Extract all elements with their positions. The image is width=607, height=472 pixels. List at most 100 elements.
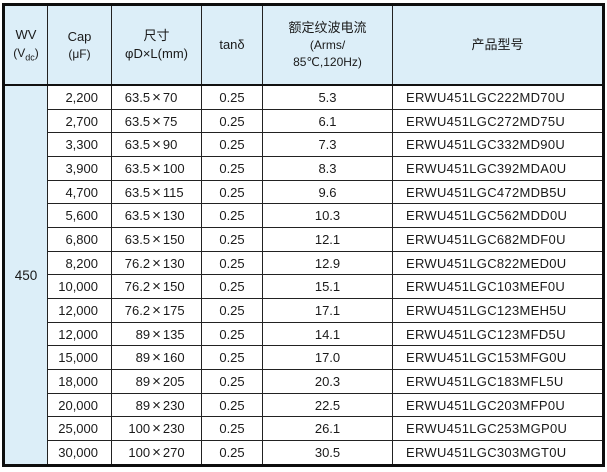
table-row: 25,000 100 × 230 0.25 26.1 ERWU451LGC253MG… [4,416,604,442]
multiply-sign: × [152,159,161,177]
cap-label: Cap [67,28,92,44]
cap-cell: 30,000 [47,440,112,466]
size-cell: 63.5 × 75 [111,108,202,134]
multiply-sign: × [152,349,161,367]
size-length: 100 [162,160,185,176]
size-length: 115 [162,184,184,200]
wv-value-cell: 450 [3,84,48,466]
capacitor-spec-table: WV (Vdc) Cap (μF) 尺寸 φD×L(mm) tanδ 额定纹波电… [2,3,605,467]
table-row: 4,700 63.5 × 115 0.25 9.6 ERWU451LGC472MDB… [4,179,604,205]
table-body: 450 2,200 63.5 × 70 0.25 5.3 ERWU451LGC222M… [3,84,604,466]
part-number-cell: ERWU451LGC123MFD5U [392,321,604,347]
table-row: 12,000 89 × 135 0.25 14.1 ERWU451LGC123MFD… [4,321,604,347]
size-diameter: 63.5 [124,208,151,224]
table-row: 5,600 63.5 × 130 0.25 10.3 ERWU451LGC562MD… [4,203,604,229]
multiply-sign: × [152,396,161,414]
size-cell: 76.2 × 175 [111,298,202,323]
multiply-sign: × [152,372,161,390]
multiply-sign: × [152,136,161,154]
ripple-current-cell: 15.1 [262,274,393,300]
table-row: 18,000 89 × 205 0.25 20.3 ERWU451LGC183MFL… [4,369,604,394]
cap-cell: 25,000 [47,416,112,442]
cap-cell: 3,900 [47,156,112,181]
size-cell: 89 × 205 [111,369,202,394]
col-header-tand: tanδ [201,4,263,86]
size-length: 70 [162,89,178,105]
ripple-current-cell: 20.3 [262,369,393,394]
ripple-current-cell: 17.0 [262,345,393,371]
ripple-current-cell: 10.3 [262,203,393,229]
table-row: 12,000 76.2 × 175 0.25 17.1 ERWU451LGC123M… [4,298,604,323]
size-diameter: 100 [128,421,151,437]
size-cell: 63.5 × 130 [111,203,202,229]
cap-cell: 3,300 [47,132,112,158]
size-diameter: 89 [135,397,151,413]
size-length: 135 [162,326,185,342]
multiply-sign: × [152,254,161,272]
ripple-current-cell: 9.6 [262,179,393,205]
tand-cell: 0.25 [201,156,263,181]
table-row: 3,300 63.5 × 90 0.25 7.3 ERWU451LGC332MD90… [4,132,604,158]
tand-cell: 0.25 [201,227,263,252]
tand-cell: 0.25 [201,416,263,442]
tand-cell: 0.25 [201,250,263,276]
table-row: 450 2,200 63.5 × 70 0.25 5.3 ERWU451LGC222M… [3,84,604,466]
part-number-cell: ERWU451LGC253MGP0U [392,416,604,442]
size-diameter: 76.2 [124,279,151,295]
tand-cell: 0.25 [201,132,263,158]
part-number-cell: ERWU451LGC103MEF0U [392,274,604,300]
wv-label: WV [15,27,37,43]
size-length: 150 [162,279,185,295]
size-diameter: 63.5 [124,89,151,105]
table-row: 30,000 100 × 270 0.25 30.5 ERWU451LGC303MG… [4,440,604,466]
part-number-cell: ERWU451LGC472MDB5U [392,179,604,205]
ripple-current-cell: 17.1 [262,298,393,323]
cap-cell: 12,000 [47,298,112,323]
multiply-sign: × [152,420,161,438]
cap-cell: 6,800 [47,227,112,252]
size-diameter: 63.5 [124,113,151,129]
size-cell: 89 × 160 [111,345,202,371]
multiply-sign: × [152,230,161,248]
size-diameter: 89 [135,326,151,342]
size-cell: 100 × 230 [111,416,202,442]
part-number-cell: ERWU451LGC303MGT0U [392,440,604,466]
multiply-sign: × [152,301,161,319]
ripple-current-cell: 30.5 [262,440,393,466]
wv-unit: (Vdc) [13,45,39,62]
multiply-sign: × [152,183,161,201]
part-number-cell: ERWU451LGC153MFG0U [392,345,604,371]
part-number-cell: ERWU451LGC123MEH5U [392,298,604,323]
tand-cell: 0.25 [201,345,263,371]
size-cell: 63.5 × 150 [111,227,202,252]
ripple-current-cell: 22.5 [262,392,393,418]
size-cell: 89 × 135 [111,321,202,347]
part-number-cell: ERWU451LGC392MDA0U [392,156,604,181]
col-header-size: 尺寸 φD×L(mm) [111,4,202,86]
tand-cell: 0.25 [201,108,263,134]
size-diameter: 89 [135,350,151,366]
ripple-unit-1: (Arms/ [309,38,346,53]
size-length: 160 [162,350,185,366]
ripple-current-cell: 26.1 [262,416,393,442]
size-length: 130 [162,208,185,224]
cap-cell: 10,000 [47,274,112,300]
size-length: 90 [162,137,178,153]
table-row: 20,000 89 × 230 0.25 22.5 ERWU451LGC203MFP… [4,392,604,418]
part-number-cell: ERWU451LGC222MD70U [392,84,604,110]
size-length: 270 [162,445,185,461]
header-row: WV (Vdc) Cap (μF) 尺寸 φD×L(mm) tanδ 额定纹波电… [3,4,604,86]
cap-cell: 18,000 [47,369,112,394]
multiply-sign: × [152,207,161,225]
part-number-cell: ERWU451LGC682MDF0U [392,227,604,252]
size-length: 75 [162,113,178,129]
size-unit: φD×L(mm) [125,46,188,61]
table-row: 3,900 63.5 × 100 0.25 8.3 ERWU451LGC392MDA… [4,156,604,181]
size-diameter: 63.5 [124,184,151,200]
cap-cell: 2,200 [47,84,112,110]
multiply-sign: × [152,88,161,106]
tand-cell: 0.25 [201,392,263,418]
tand-cell: 0.25 [201,321,263,347]
size-diameter: 63.5 [124,137,151,153]
